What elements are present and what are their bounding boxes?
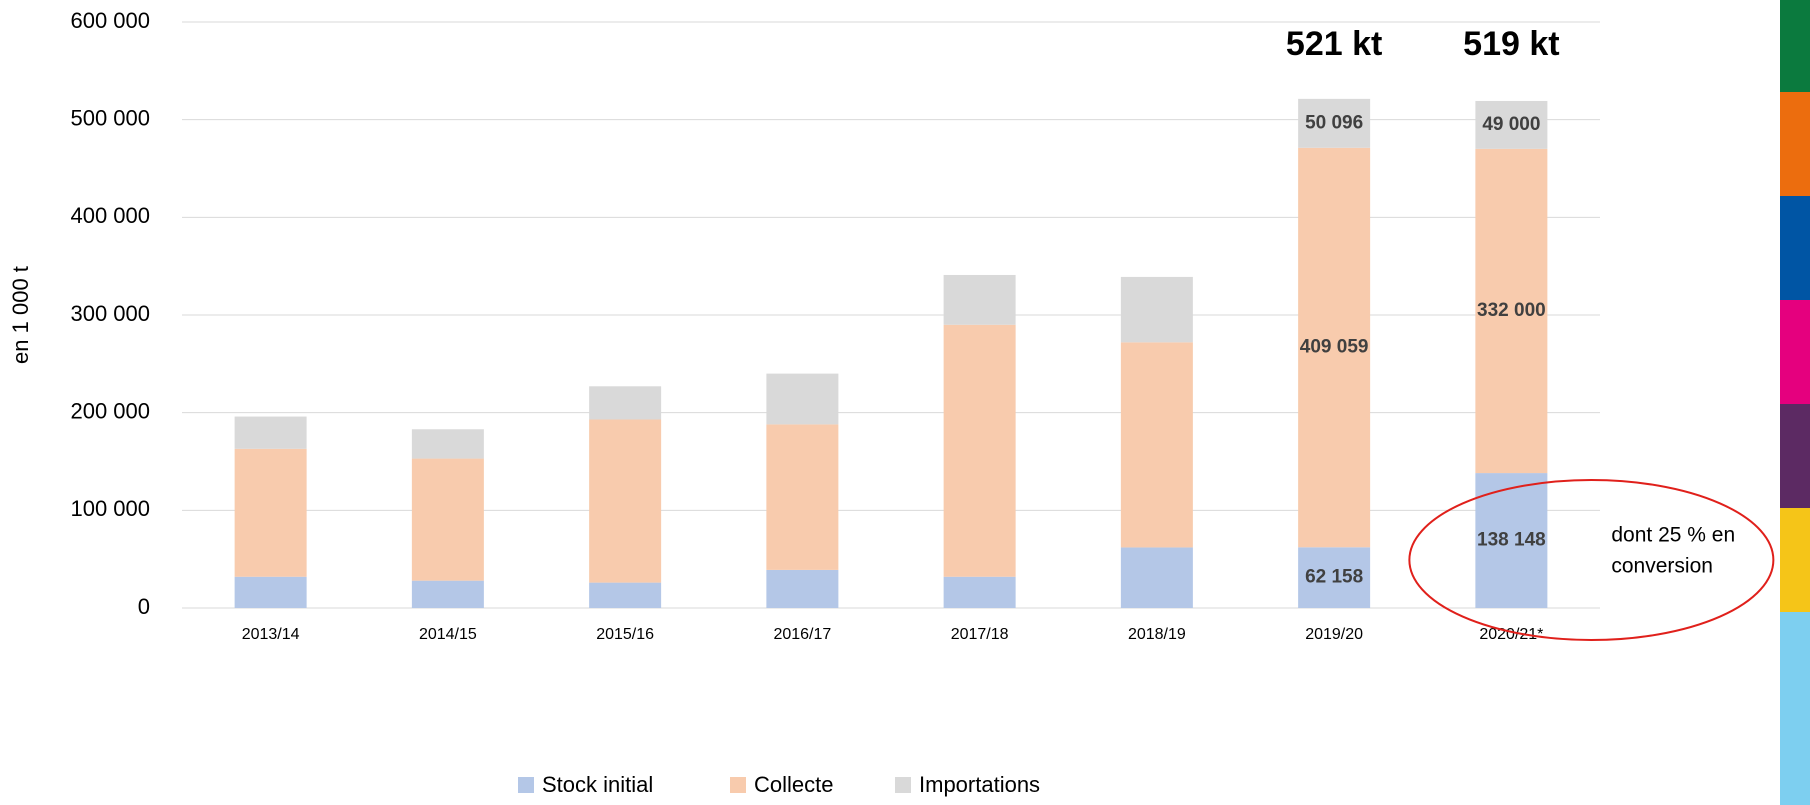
legend-label: Stock initial (542, 772, 653, 797)
bar-segment (411, 429, 484, 459)
note-text: conversion (1611, 555, 1713, 578)
x-tick-label: 2015/16 (596, 626, 654, 643)
legend-swatch (518, 777, 534, 793)
y-axis-label: en 1 000 t (8, 266, 33, 364)
y-tick-label: 0 (138, 594, 150, 619)
bar-segment (1475, 473, 1548, 608)
value-label: 138 148 (1477, 530, 1546, 551)
bar-segment (1475, 148, 1548, 474)
bar-segment (766, 424, 839, 570)
note-ellipse (1408, 479, 1775, 641)
bar-segment (589, 419, 662, 583)
bar-segment (234, 416, 307, 449)
value-label: 62 158 (1305, 567, 1363, 588)
side-strip (1780, 0, 1810, 805)
bar-segment (589, 386, 662, 420)
y-tick-label: 500 000 (70, 105, 150, 130)
bar-segment (766, 373, 839, 425)
bar-segment (766, 569, 839, 608)
bar-segment (1298, 547, 1371, 608)
value-label: 49 000 (1482, 114, 1540, 135)
bar-segment (234, 576, 307, 608)
x-tick-label: 2016/17 (773, 626, 831, 643)
y-tick-label: 300 000 (70, 301, 150, 326)
legend-label: Collecte (754, 772, 833, 797)
x-tick-label: 2017/18 (951, 626, 1009, 643)
bar-segment (589, 582, 662, 608)
bar-segment (1298, 98, 1371, 148)
bar-segment (411, 458, 484, 581)
y-tick-label: 600 000 (70, 8, 150, 33)
x-tick-label: 2013/14 (242, 626, 300, 643)
legend-label: Importations (919, 772, 1040, 797)
legend-swatch (730, 777, 746, 793)
total-annotation: 519 kt (1463, 25, 1559, 63)
bar-segment (1298, 147, 1371, 548)
bar-segment (234, 448, 307, 577)
x-tick-label: 2018/19 (1128, 626, 1186, 643)
bar-segment (1475, 100, 1548, 149)
bar-segment (411, 580, 484, 608)
x-tick-label: 2019/20 (1305, 626, 1363, 643)
bar-segment (943, 274, 1016, 325)
y-tick-label: 100 000 (70, 496, 150, 521)
value-label: 332 000 (1477, 300, 1546, 321)
bar-segment (943, 324, 1016, 577)
y-tick-label: 200 000 (70, 398, 150, 423)
bar-segment (1120, 547, 1193, 608)
bar-segment (1120, 342, 1193, 548)
x-tick-label: 2020/21* (1479, 626, 1543, 643)
bar-segment (943, 576, 1016, 608)
value-label: 50 096 (1305, 112, 1363, 133)
note-text: dont 25 % en (1611, 524, 1735, 547)
bar-segment (1120, 276, 1193, 343)
legend-swatch (895, 777, 911, 793)
value-label: 409 059 (1300, 337, 1369, 358)
y-tick-label: 400 000 (70, 203, 150, 228)
x-tick-label: 2014/15 (419, 626, 477, 643)
total-annotation: 521 kt (1286, 25, 1382, 63)
